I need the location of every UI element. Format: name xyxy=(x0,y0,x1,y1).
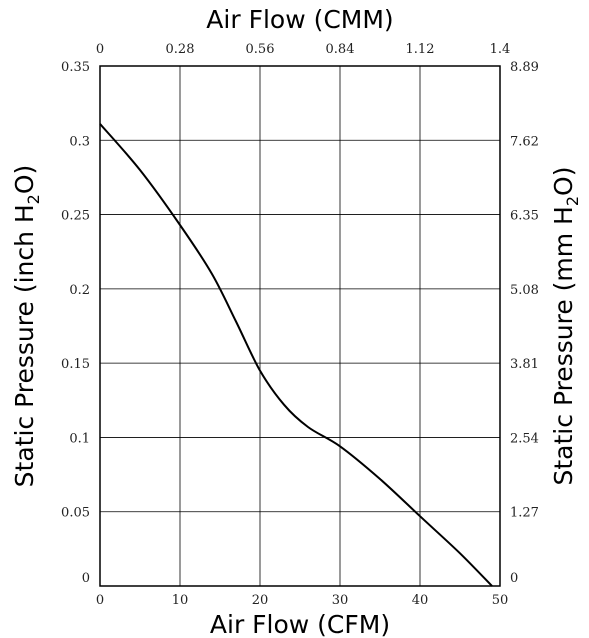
plot-frame xyxy=(99,65,501,587)
x-tick-label: 40 xyxy=(412,593,429,608)
y2-tick-label: 8.89 xyxy=(510,60,539,75)
y2-tick-label: 0 xyxy=(510,571,518,586)
y-axis-title-left-end: O) xyxy=(10,165,39,194)
x2-tick-label: 0 xyxy=(96,42,104,57)
x-axis-title: Air Flow (CFM) xyxy=(210,610,390,638)
x-tick-label: 20 xyxy=(252,593,269,608)
y-tick-label: 0.1 xyxy=(69,431,90,446)
y2-tick-label: 2.54 xyxy=(510,431,539,446)
y-axis-title-right-main: Static Pressure (mm H xyxy=(549,206,578,485)
y-tick-label: 0.35 xyxy=(61,60,90,75)
y2-tick-label: 6.35 xyxy=(510,209,539,224)
y-axis-title-left-main: Static Pressure (inch H xyxy=(10,204,39,487)
y-axis-title-right-end: O) xyxy=(549,167,578,196)
x2-tick-label: 1.12 xyxy=(406,42,435,57)
y-axis-title-right: Static Pressure (mm H2O) xyxy=(549,167,582,486)
y-tick-label: 0.2 xyxy=(69,283,90,298)
y-tick-label: 0 xyxy=(82,571,90,586)
y-tick-label: 0.3 xyxy=(69,134,90,149)
x-tick-label: 10 xyxy=(172,593,189,608)
y2-tick-label: 5.08 xyxy=(510,283,539,298)
y-axis-title-left: Static Pressure (inch H2O) xyxy=(10,165,43,488)
grid-lines xyxy=(100,66,500,586)
x2-tick-label: 0.28 xyxy=(166,42,195,57)
y2-tick-label: 3.81 xyxy=(510,357,539,372)
series-line xyxy=(99,123,493,587)
x2-tick-label: 0.56 xyxy=(246,42,275,57)
x2-tick-label: 1.4 xyxy=(490,42,511,57)
y-tick-label: 0.05 xyxy=(61,506,90,521)
x-tick-label: 50 xyxy=(492,593,509,608)
x2-axis-title: Air Flow (CMM) xyxy=(206,5,393,34)
y-axis-title-right-sub: 2 xyxy=(563,196,582,206)
x-tick-label: 0 xyxy=(96,593,104,608)
y2-tick-label: 1.27 xyxy=(510,506,539,521)
y-tick-label: 0.25 xyxy=(61,209,90,224)
tick-labels: 0 10 20 30 40 500 0.28 0.56 0.84 1.12 1.400.050.10… xyxy=(61,42,539,608)
x-tick-label: 30 xyxy=(332,593,349,608)
y2-tick-label: 7.62 xyxy=(510,134,539,149)
y-axis-title-left-sub: 2 xyxy=(24,194,43,204)
y-tick-label: 0.15 xyxy=(61,357,90,372)
x2-tick-label: 0.84 xyxy=(326,42,355,57)
